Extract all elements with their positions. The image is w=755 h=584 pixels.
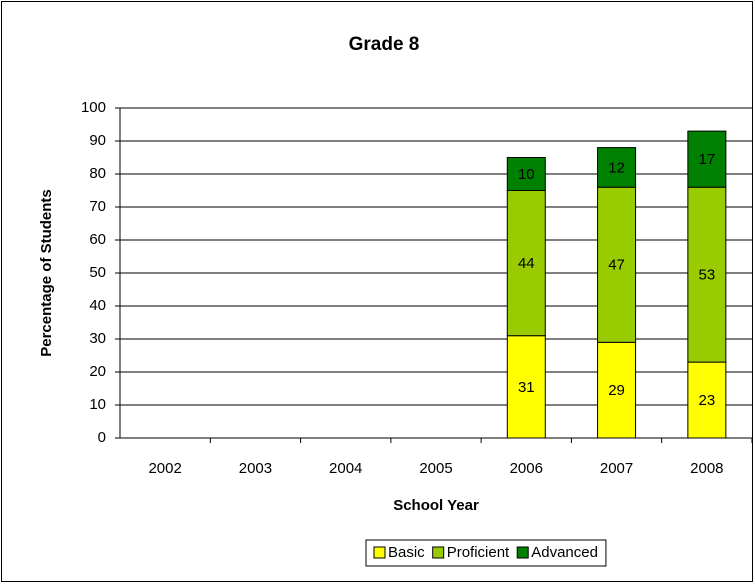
data-label: 47	[608, 257, 625, 274]
y-tick-label: 70	[89, 198, 106, 215]
data-label: 17	[699, 151, 716, 168]
x-tick-label: 2008	[690, 460, 723, 477]
chart-title: Grade 8	[349, 34, 420, 55]
data-label: 44	[518, 255, 535, 272]
y-axis-label: Percentage of Students	[38, 189, 55, 357]
legend-box	[365, 539, 607, 567]
y-tick-label: 90	[89, 132, 106, 149]
legend-swatch	[373, 546, 386, 559]
data-label: 53	[699, 267, 716, 284]
y-tick-label: 10	[89, 396, 106, 413]
x-tick-label: 2007	[600, 460, 633, 477]
y-tick-label: 20	[89, 363, 106, 380]
bar-segment	[597, 341, 637, 439]
data-label: 12	[608, 159, 625, 176]
bar-segment	[506, 335, 546, 439]
legend-label: Advanced	[531, 544, 598, 561]
legend-swatch	[432, 546, 445, 559]
bar-segment	[687, 186, 727, 363]
data-label: 10	[518, 166, 535, 183]
x-tick-label: 2006	[510, 460, 543, 477]
y-tick-label: 60	[89, 231, 106, 248]
y-tick-label: 0	[98, 429, 106, 446]
bar-segment	[687, 130, 727, 188]
y-tick-label: 50	[89, 264, 106, 281]
y-tick-label: 80	[89, 165, 106, 182]
x-tick-label: 2002	[148, 460, 181, 477]
y-tick-label: 100	[81, 99, 106, 116]
x-tick-label: 2003	[239, 460, 272, 477]
bar-segment	[506, 190, 546, 337]
y-tick-label: 30	[89, 330, 106, 347]
data-label: 31	[518, 379, 535, 396]
bar-segment	[506, 157, 546, 191]
legend-swatch	[516, 546, 529, 559]
legend-label: Proficient	[447, 544, 510, 561]
x-tick-label: 2005	[419, 460, 452, 477]
y-tick-label: 40	[89, 297, 106, 314]
data-label: 29	[608, 382, 625, 399]
x-tick-label: 2004	[329, 460, 362, 477]
bar-segment	[687, 361, 727, 439]
bar-segment	[597, 147, 637, 188]
legend-label: Basic	[388, 544, 425, 561]
bar-segment	[597, 186, 637, 343]
data-label: 23	[699, 392, 716, 409]
x-axis-label: School Year	[393, 497, 479, 514]
